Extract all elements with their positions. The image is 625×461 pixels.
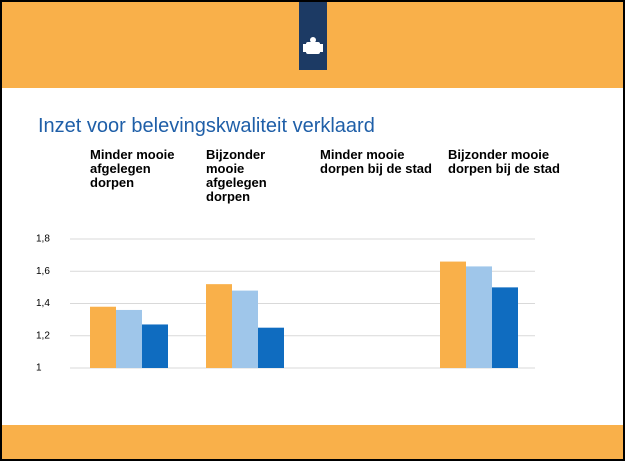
bar <box>90 306 116 368</box>
y-tick-label: 1 <box>36 363 42 374</box>
bar <box>232 290 258 368</box>
y-tick-label: 1,4 <box>36 298 50 309</box>
y-tick-label: 1,2 <box>36 330 50 341</box>
chart-title: Inzet voor belevingskwaliteit verklaard <box>38 115 375 137</box>
category-label: Bijzonder mooie dorpen bij de stad <box>448 147 560 176</box>
category-label: Minder mooie dorpen bij de stad <box>320 147 432 176</box>
bar <box>440 261 466 368</box>
footer-band <box>0 425 625 461</box>
bar <box>466 266 492 368</box>
y-tick-label: 1,8 <box>36 234 50 245</box>
bar <box>492 287 518 368</box>
logo-tab <box>299 0 327 70</box>
emblem <box>303 37 323 54</box>
bar <box>142 324 168 368</box>
y-tick-label: 1,6 <box>36 266 50 277</box>
bar <box>258 327 284 368</box>
bar <box>206 284 232 368</box>
bar <box>116 309 142 368</box>
category-label: Bijzonder mooie afgelegen dorpen <box>206 147 267 204</box>
category-label: Minder mooie afgelegen dorpen <box>90 147 175 190</box>
